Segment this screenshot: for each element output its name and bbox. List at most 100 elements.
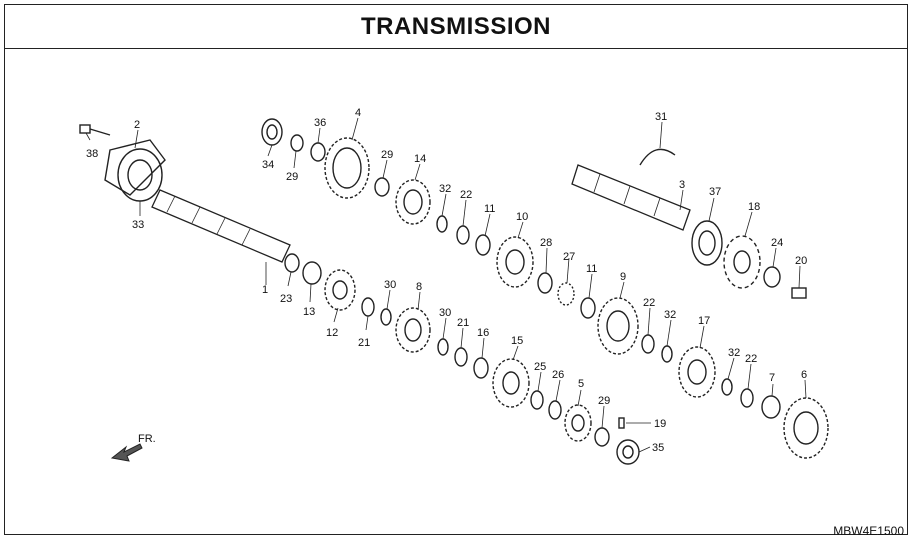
bolt-38 bbox=[79, 124, 111, 136]
callout-label: 26 bbox=[552, 369, 564, 381]
callout-label: 35 bbox=[652, 442, 664, 454]
bolt-20 bbox=[791, 287, 807, 299]
callout-label: 11 bbox=[484, 203, 495, 215]
gear-17 bbox=[678, 346, 716, 398]
washer-25 bbox=[530, 390, 544, 410]
gear-10 bbox=[496, 236, 534, 288]
bushing-13 bbox=[302, 261, 322, 285]
bearing-37 bbox=[691, 220, 723, 266]
callout-label: 23 bbox=[280, 293, 292, 305]
callout-label: 12 bbox=[326, 327, 338, 339]
callout-label: 18 bbox=[748, 201, 760, 213]
mainshaft bbox=[151, 189, 291, 263]
gear-8 bbox=[395, 307, 431, 353]
washer-22-c bbox=[740, 388, 754, 408]
snap-ring-31 bbox=[639, 148, 676, 166]
callout-label: 32 bbox=[664, 309, 676, 321]
callout-label: 22 bbox=[745, 353, 757, 365]
countershaft bbox=[571, 164, 691, 231]
diagram-title: TRANSMISSION bbox=[360, 12, 551, 40]
washer-29-a bbox=[290, 134, 304, 152]
gear-12 bbox=[324, 269, 356, 311]
circlip-30-a bbox=[380, 308, 392, 326]
lock-washer-27 bbox=[557, 282, 575, 306]
diagram-frame: TRANSMISSION bbox=[4, 4, 908, 535]
gear-15 bbox=[492, 358, 530, 408]
callout-label: 28 bbox=[540, 237, 552, 249]
callout-label: 6 bbox=[801, 369, 807, 381]
callout-label: 10 bbox=[516, 211, 528, 223]
washer-22-b bbox=[641, 334, 655, 354]
callout-label: 32 bbox=[439, 183, 451, 195]
callout-label: 31 bbox=[655, 111, 667, 123]
callout-label: 30 bbox=[384, 279, 396, 291]
gear-6 bbox=[783, 397, 829, 459]
callout-label: 38 bbox=[86, 148, 98, 160]
callout-label: 24 bbox=[771, 237, 783, 249]
needle-bearing-36 bbox=[310, 142, 326, 162]
callout-labels: 1 2 3 4 5 6 7 8 9 10 11 11 12 13 14 15 1… bbox=[85, 107, 807, 454]
gear-9 bbox=[597, 297, 639, 355]
bearing-34 bbox=[261, 118, 283, 146]
washer-21-a bbox=[361, 297, 375, 317]
callout-label: 14 bbox=[414, 153, 426, 165]
title-bar: TRANSMISSION bbox=[5, 5, 907, 49]
callout-label: 36 bbox=[314, 117, 326, 129]
bushing-11-a bbox=[475, 234, 491, 256]
callout-label: 5 bbox=[578, 378, 584, 390]
callout-label: 37 bbox=[709, 186, 721, 198]
callout-label: 9 bbox=[620, 271, 626, 283]
bushing-7 bbox=[761, 395, 781, 419]
bushing-11-b bbox=[580, 297, 596, 319]
callout-label: 22 bbox=[643, 297, 655, 309]
gear-5 bbox=[564, 404, 592, 442]
gear-14 bbox=[395, 179, 431, 225]
dowel-pin-19 bbox=[618, 417, 625, 429]
callout-label: 17 bbox=[698, 315, 710, 327]
callout-label: 1 bbox=[262, 284, 268, 296]
circlip-32-c bbox=[721, 378, 733, 396]
diagram-reference-code: MBW4E1500 bbox=[833, 524, 904, 538]
washer-28 bbox=[537, 272, 553, 294]
callout-label: 2 bbox=[134, 119, 140, 131]
front-direction-arrow: FR. bbox=[110, 433, 156, 462]
callout-label: 29 bbox=[381, 149, 393, 161]
callout-label: 15 bbox=[511, 335, 523, 347]
sprocket-18 bbox=[723, 235, 761, 289]
callout-label: 7 bbox=[769, 372, 775, 384]
bearing-33 bbox=[117, 148, 163, 202]
washer-23 bbox=[284, 253, 300, 273]
callout-label: 11 bbox=[586, 263, 597, 275]
setting-plate-2 bbox=[104, 139, 166, 196]
callout-label: 13 bbox=[303, 306, 315, 318]
plate-24 bbox=[763, 266, 781, 288]
callout-label: 16 bbox=[477, 327, 489, 339]
callout-label: 30 bbox=[439, 307, 451, 319]
callout-label: 25 bbox=[534, 361, 546, 373]
circlip-30-b bbox=[437, 338, 449, 356]
direction-label: FR. bbox=[138, 433, 156, 445]
callout-label: 21 bbox=[358, 337, 370, 349]
callout-label: 22 bbox=[460, 189, 472, 201]
circlip-32-a bbox=[436, 215, 448, 233]
callout-label: 19 bbox=[654, 418, 666, 430]
washer-21-b bbox=[454, 347, 468, 367]
callout-label: 34 bbox=[262, 159, 274, 171]
washer-29-c bbox=[594, 427, 610, 447]
callout-label: 33 bbox=[132, 219, 144, 231]
callout-label: 8 bbox=[416, 281, 422, 293]
callout-label: 32 bbox=[728, 347, 740, 359]
bushing-16 bbox=[473, 357, 489, 379]
callout-label: 4 bbox=[355, 107, 361, 119]
washer-29-b bbox=[374, 177, 390, 197]
gear-4 bbox=[324, 137, 370, 199]
callout-label: 27 bbox=[563, 251, 575, 263]
callout-label: 29 bbox=[286, 171, 298, 183]
circlip-32-b bbox=[661, 345, 673, 363]
callout-label: 20 bbox=[795, 255, 807, 267]
callout-label: 29 bbox=[598, 395, 610, 407]
washer-26 bbox=[548, 400, 562, 420]
callout-label: 3 bbox=[679, 179, 685, 191]
washer-22-a bbox=[456, 225, 470, 245]
